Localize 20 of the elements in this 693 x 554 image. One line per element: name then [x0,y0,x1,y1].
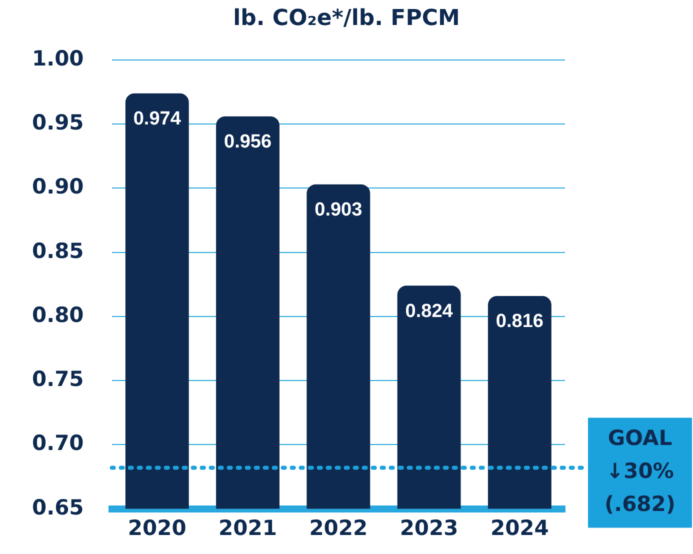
y-tick-label: 0.70 [32,431,84,456]
data-label: 0.903 [314,200,362,221]
data-label: 0.956 [224,132,272,153]
x-tick-label: 2021 [218,516,277,540]
y-tick-label: 0.85 [32,238,84,263]
x-tick-label: 2020 [128,516,186,540]
chart-title: lb. CO₂e*/lb. FPCM [232,6,461,31]
y-tick-label: 0.75 [32,367,84,392]
y-tick-label: 0.90 [32,174,84,199]
y-tick-label: 0.80 [32,302,84,327]
y-tick-label: 1.00 [32,46,84,70]
x-tick-label: 2022 [309,516,368,540]
data-label: 0.816 [496,311,544,332]
data-label: 0.824 [405,300,454,322]
y-tick-label: 0.65 [32,495,84,520]
y-tick-label: 0.95 [32,110,84,135]
data-label: 0.974 [133,108,182,130]
x-tick-label: 2023 [400,516,458,540]
x-tick-label: 2024 [490,516,549,540]
ref-line-label: GOAL ↓30% (.682) [604,426,676,516]
